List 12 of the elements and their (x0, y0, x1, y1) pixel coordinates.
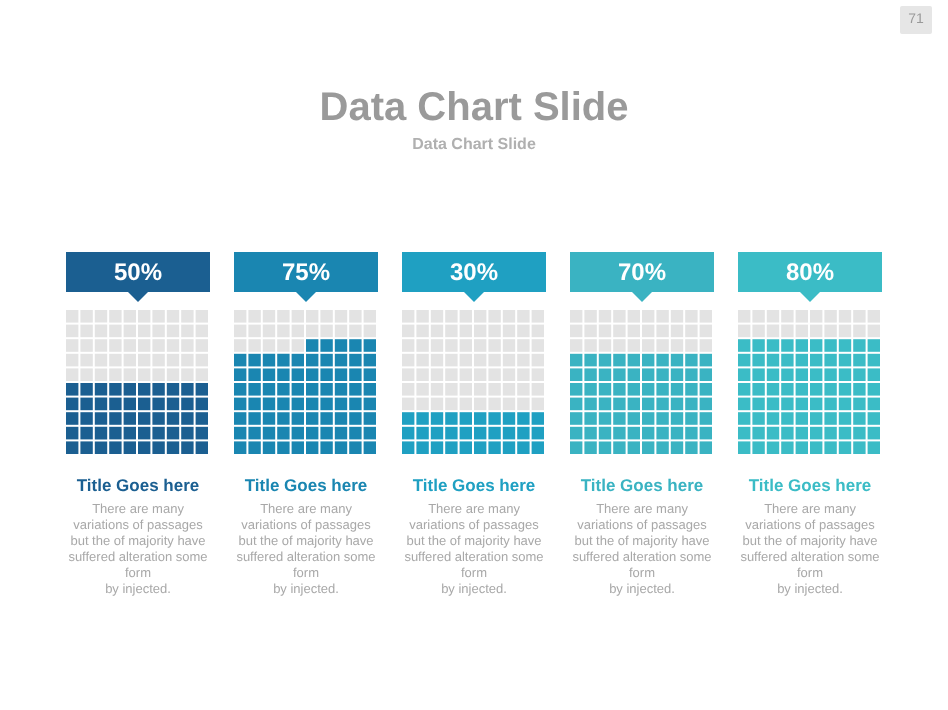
data-label: 75% (281, 258, 331, 286)
text: Title Goes here (76, 475, 200, 495)
data-label: 50% (113, 258, 163, 286)
data-label: 30% (449, 258, 499, 286)
text: Data Chart Slide (412, 135, 537, 153)
text: Data Chart Slide (319, 86, 629, 130)
text: Title Goes here (244, 475, 368, 495)
data-label: 80% (785, 258, 835, 286)
text: Title Goes here (580, 475, 704, 495)
text: Title Goes here (412, 475, 536, 495)
text: Title Goes here (748, 475, 872, 495)
data-label: 70% (617, 258, 667, 286)
